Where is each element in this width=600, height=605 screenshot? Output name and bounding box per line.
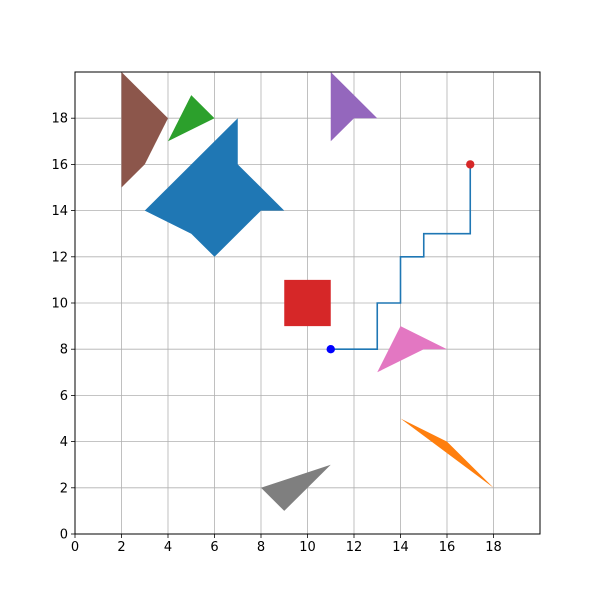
ticks: 0 2 4 6 8 10 12 14 16 18 0 2 4 6 8 10 12 14 16 18 (51, 112, 501, 555)
y-tick-label: 14 (51, 204, 68, 219)
obstacle-polygon (400, 418, 494, 488)
obstacles (121, 72, 494, 511)
markers (326, 160, 475, 354)
x-tick-label: 14 (392, 540, 409, 555)
y-tick-label: 12 (51, 250, 68, 265)
y-tick-label: 4 (60, 435, 68, 450)
x-tick-label: 12 (346, 540, 363, 555)
obstacle-polygon (377, 326, 447, 373)
y-tick-label: 10 (51, 297, 68, 312)
y-tick-label: 6 (60, 389, 68, 404)
x-tick-label: 4 (164, 540, 172, 555)
obstacle-polygon (144, 118, 285, 257)
x-tick-label: 6 (210, 540, 218, 555)
x-tick-label: 18 (485, 540, 502, 555)
x-tick-label: 0 (71, 540, 79, 555)
x-tick-label: 16 (439, 540, 456, 555)
y-tick-label: 8 (60, 343, 68, 358)
obstacle-polygon (168, 95, 215, 142)
obstacle-polygon (330, 72, 378, 142)
y-tick-label: 0 (60, 528, 68, 543)
goal-point (466, 160, 475, 169)
y-tick-label: 2 (60, 481, 68, 496)
x-tick-label: 8 (257, 540, 265, 555)
start-point (326, 345, 335, 354)
y-tick-label: 18 (51, 112, 68, 127)
obstacle-polygon (284, 279, 331, 327)
path-layer (330, 164, 472, 351)
path-line (330, 164, 472, 351)
obstacle-polygon (121, 72, 168, 188)
y-tick-label: 16 (51, 158, 68, 173)
x-tick-label: 2 (117, 540, 125, 555)
x-tick-label: 10 (299, 540, 316, 555)
obstacle-polygon (261, 464, 331, 511)
